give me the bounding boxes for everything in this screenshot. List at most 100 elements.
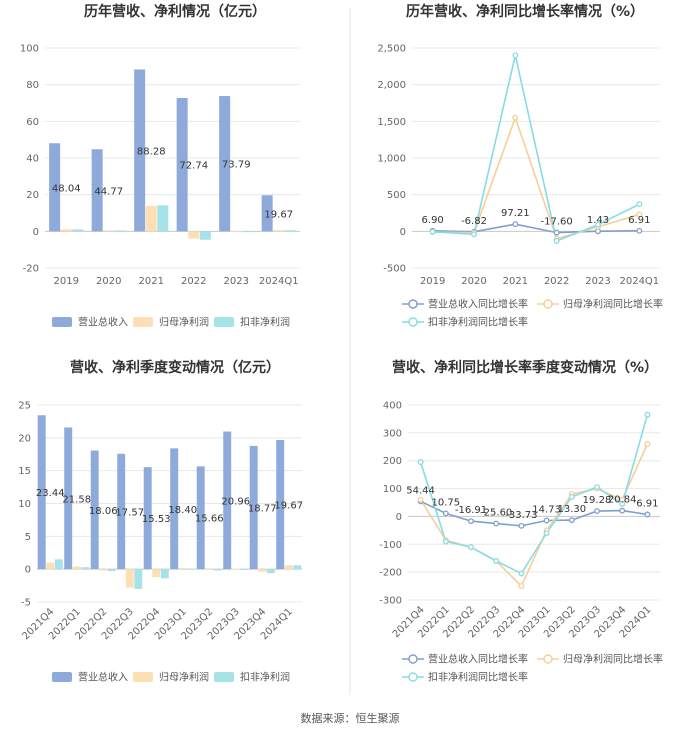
- bar-deducted-np: [114, 230, 126, 232]
- point-revenue-growth: [553, 229, 560, 236]
- point-deducted-np-growth: [471, 231, 477, 238]
- legend-swatch: [52, 317, 72, 327]
- revenue-growth-data-label: 97.21: [501, 208, 530, 219]
- legend-swatch: [133, 317, 153, 327]
- y-tick-label: 500: [387, 190, 406, 201]
- revenue-growth-data-label: 14.73: [532, 505, 561, 516]
- legend-swatch: [214, 317, 234, 327]
- bar-deducted-np: [240, 569, 249, 570]
- x-tick-label: 2021: [139, 276, 164, 287]
- y-tick-label: 0: [33, 227, 39, 238]
- revenue-data-label: 18.06: [89, 506, 118, 517]
- revenue-growth-data-label: 54.44: [406, 485, 435, 496]
- legend-label: 扣非净利润: [240, 316, 290, 329]
- bar-parent-np: [231, 568, 240, 570]
- revenue-data-label: 21.58: [62, 494, 91, 505]
- bar-deducted-np: [242, 231, 254, 233]
- y-tick-label: 25: [18, 401, 31, 412]
- y-tick-label: -100: [379, 540, 402, 551]
- y-tick-label: -200: [379, 568, 402, 579]
- y-tick-label: 100: [20, 44, 39, 55]
- revenue-data-label: 18.77: [248, 504, 277, 515]
- y-tick-label: 20: [26, 190, 39, 201]
- legend-label: 扣非净利润同比增长率: [428, 316, 528, 329]
- chart-title: 历年营收、净利情况（亿元）: [84, 3, 266, 20]
- x-tick-label: 2020: [96, 276, 121, 287]
- y-tick-label: 100: [383, 484, 402, 495]
- bar-revenue: [117, 453, 126, 570]
- revenue-data-label: 48.04: [52, 183, 81, 194]
- bar-deducted-np: [157, 205, 169, 232]
- x-tick-label: 2019: [54, 276, 79, 287]
- point-revenue-growth: [568, 517, 575, 524]
- revenue-data-label: 73.79: [222, 160, 251, 171]
- x-tick-label: 2020: [461, 276, 486, 287]
- point-deducted-np-growth: [568, 493, 575, 500]
- legend-label: 扣非净利润: [240, 671, 290, 684]
- bar-revenue: [276, 440, 285, 570]
- bar-revenue: [49, 143, 61, 232]
- x-tick-label: 2024Q1: [259, 276, 299, 287]
- point-deducted-np-growth: [543, 530, 550, 537]
- revenue-data-label: 15.53: [142, 514, 171, 525]
- bar-revenue: [223, 431, 232, 570]
- y-tick-label: -300: [379, 596, 402, 607]
- x-tick-label: 2024Q1: [619, 276, 659, 287]
- legend-label: 归母净利润同比增长率: [563, 653, 663, 666]
- y-tick-label: -5: [21, 598, 31, 609]
- legend-marker: [543, 299, 553, 309]
- point-deducted-np-growth: [429, 228, 436, 235]
- bar-revenue: [170, 448, 179, 570]
- revenue-data-label: 19.67: [274, 501, 303, 512]
- data-source-note: 数据来源：恒生聚源: [301, 711, 400, 725]
- x-tick-label: 2019: [420, 276, 445, 287]
- bar-revenue: [143, 467, 152, 570]
- quarterly-revenue-profit-chart: 营收、净利季度变动情况（亿元）-505101520252021Q42022Q12…: [18, 359, 303, 684]
- y-tick-label: 2,000: [377, 80, 406, 91]
- bar-revenue: [176, 97, 188, 232]
- revenue-growth-data-label: 19.28: [583, 495, 612, 506]
- point-deducted-np-growth: [442, 538, 449, 545]
- point-revenue-growth: [512, 221, 519, 228]
- bar-parent-np: [273, 230, 285, 232]
- revenue-data-label: 88.28: [137, 146, 166, 157]
- y-tick-label: 10: [18, 499, 31, 510]
- y-tick-label: 400: [383, 401, 402, 412]
- revenue-data-label: 15.66: [195, 514, 224, 525]
- bar-parent-np: [99, 569, 108, 571]
- chart-title: 历年营收、净利同比增长率情况（%）: [406, 3, 644, 20]
- bar-revenue: [91, 149, 103, 232]
- bar-parent-np: [46, 562, 55, 570]
- legend-swatch: [133, 672, 153, 682]
- bar-parent-np: [125, 569, 134, 588]
- legend-marker: [408, 672, 418, 682]
- x-tick-label: 2021: [503, 276, 528, 287]
- bar-deducted-np: [213, 569, 222, 571]
- revenue-growth-data-label: 13.30: [557, 504, 586, 515]
- revenue-data-label: 72.74: [179, 161, 208, 172]
- bar-parent-np: [188, 231, 200, 239]
- y-tick-label: 1,000: [377, 154, 406, 165]
- point-revenue-growth: [493, 520, 500, 527]
- point-revenue-growth: [636, 227, 643, 234]
- annual-growth-rate-chart: 历年营收、净利同比增长率情况（%） -500 0 500 1,000 1,500 2,000…: [377, 3, 663, 329]
- revenue-data-label: 19.67: [264, 209, 293, 220]
- annual-revenue-profit-chart: 历年营收、净利情况（亿元） -20 0 20 40 60 80 100 2019 2020 2021…: [20, 3, 300, 329]
- point-revenue-growth: [442, 510, 449, 517]
- bar-revenue: [261, 195, 273, 232]
- legend-label: 营业总收入同比增长率: [428, 298, 528, 311]
- bar-deducted-np: [293, 565, 302, 570]
- bar-parent-np: [152, 569, 161, 578]
- bar-revenue: [37, 415, 46, 570]
- y-tick-label: 60: [26, 117, 39, 128]
- bar-deducted-np: [107, 569, 116, 572]
- bar-deducted-np: [266, 569, 275, 574]
- y-tick-label: 0: [400, 227, 406, 238]
- legend-label: 归母净利润: [159, 316, 209, 329]
- revenue-growth-data-label: -25.60: [480, 508, 512, 519]
- y-tick-label: 15: [18, 466, 31, 477]
- revenue-growth-data-label: -16.91: [455, 505, 487, 516]
- point-deducted-np-growth: [518, 570, 525, 577]
- revenue-growth-data-label: 10.75: [431, 497, 460, 508]
